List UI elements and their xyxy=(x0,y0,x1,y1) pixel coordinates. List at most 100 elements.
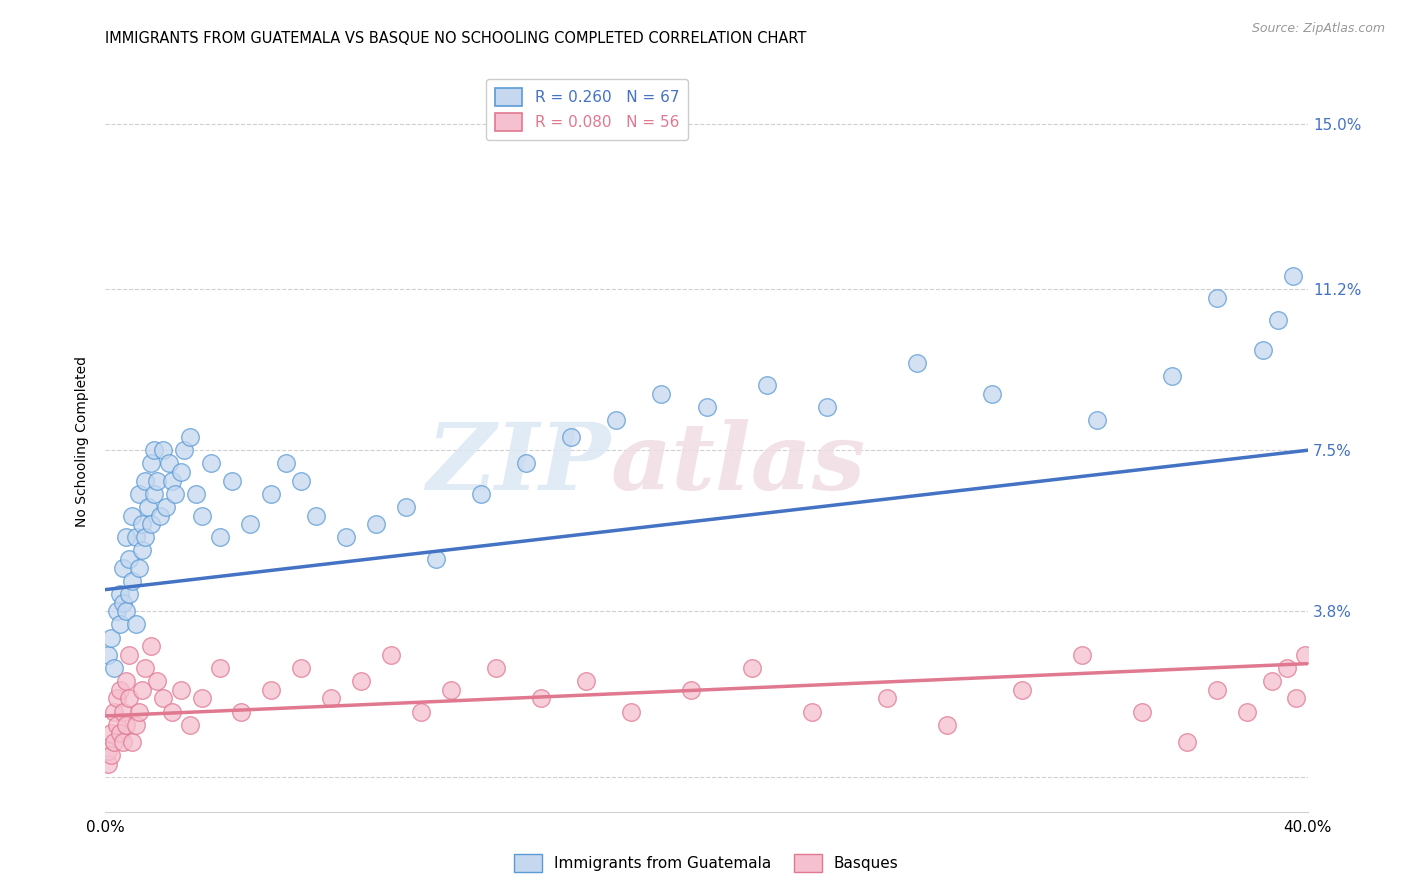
Point xyxy=(157,456,180,470)
Point xyxy=(335,530,357,544)
Point xyxy=(1281,268,1303,283)
Point xyxy=(131,543,153,558)
Point xyxy=(274,456,297,470)
Point xyxy=(1260,674,1282,689)
Point xyxy=(134,661,156,675)
Point xyxy=(112,735,135,749)
Point xyxy=(1267,312,1289,326)
Point xyxy=(440,682,463,697)
Point xyxy=(364,517,387,532)
Point xyxy=(148,508,170,523)
Legend: Immigrants from Guatemala, Basques: Immigrants from Guatemala, Basques xyxy=(508,848,905,878)
Point xyxy=(515,456,537,470)
Point xyxy=(190,691,212,706)
Point xyxy=(103,661,125,675)
Point xyxy=(112,596,135,610)
Point xyxy=(115,717,138,731)
Point xyxy=(118,691,141,706)
Point xyxy=(485,661,508,675)
Point xyxy=(1011,682,1033,697)
Point xyxy=(131,682,153,697)
Point xyxy=(100,748,122,763)
Point xyxy=(100,631,122,645)
Point xyxy=(128,487,150,501)
Point xyxy=(118,648,141,662)
Point xyxy=(169,465,191,479)
Point xyxy=(229,705,252,719)
Point xyxy=(179,430,201,444)
Point xyxy=(290,474,312,488)
Point xyxy=(155,500,177,514)
Point xyxy=(163,487,186,501)
Point xyxy=(160,474,183,488)
Point xyxy=(1284,691,1306,706)
Point xyxy=(425,552,447,566)
Text: Source: ZipAtlas.com: Source: ZipAtlas.com xyxy=(1251,22,1385,36)
Point xyxy=(1206,682,1229,697)
Point xyxy=(110,726,132,740)
Point xyxy=(179,717,201,731)
Point xyxy=(184,487,207,501)
Point xyxy=(124,617,146,632)
Point xyxy=(1175,735,1198,749)
Point xyxy=(173,443,195,458)
Point xyxy=(139,517,162,532)
Point xyxy=(115,674,138,689)
Point xyxy=(350,674,373,689)
Point xyxy=(134,474,156,488)
Point xyxy=(107,691,129,706)
Point xyxy=(134,530,156,544)
Point xyxy=(395,500,418,514)
Point xyxy=(208,661,231,675)
Point xyxy=(100,726,122,740)
Point xyxy=(605,413,627,427)
Point xyxy=(1294,648,1316,662)
Point xyxy=(142,443,165,458)
Point xyxy=(681,682,703,697)
Point xyxy=(380,648,402,662)
Point xyxy=(121,735,143,749)
Point xyxy=(1071,648,1094,662)
Point xyxy=(560,430,582,444)
Point xyxy=(290,661,312,675)
Point xyxy=(110,682,132,697)
Point xyxy=(981,386,1004,401)
Point xyxy=(139,456,162,470)
Point xyxy=(239,517,262,532)
Point xyxy=(650,386,672,401)
Point xyxy=(470,487,492,501)
Point xyxy=(110,617,132,632)
Text: IMMIGRANTS FROM GUATEMALA VS BASQUE NO SCHOOLING COMPLETED CORRELATION CHART: IMMIGRANTS FROM GUATEMALA VS BASQUE NO S… xyxy=(105,31,807,46)
Point xyxy=(905,356,928,370)
Point xyxy=(118,552,141,566)
Point xyxy=(131,517,153,532)
Point xyxy=(620,705,643,719)
Point xyxy=(575,674,598,689)
Point xyxy=(110,587,132,601)
Point xyxy=(936,717,959,731)
Point xyxy=(876,691,898,706)
Point xyxy=(97,756,120,771)
Point xyxy=(121,508,143,523)
Point xyxy=(145,474,167,488)
Point xyxy=(124,530,146,544)
Point xyxy=(169,682,191,697)
Point xyxy=(145,674,167,689)
Point xyxy=(1130,705,1153,719)
Point xyxy=(128,705,150,719)
Point xyxy=(741,661,763,675)
Point xyxy=(128,561,150,575)
Point xyxy=(319,691,342,706)
Text: atlas: atlas xyxy=(610,418,866,508)
Point xyxy=(190,508,212,523)
Point xyxy=(696,400,718,414)
Point xyxy=(107,604,129,618)
Point xyxy=(152,443,174,458)
Point xyxy=(815,400,838,414)
Point xyxy=(260,682,283,697)
Point xyxy=(112,561,135,575)
Point xyxy=(142,487,165,501)
Point xyxy=(139,639,162,653)
Point xyxy=(305,508,328,523)
Point xyxy=(260,487,283,501)
